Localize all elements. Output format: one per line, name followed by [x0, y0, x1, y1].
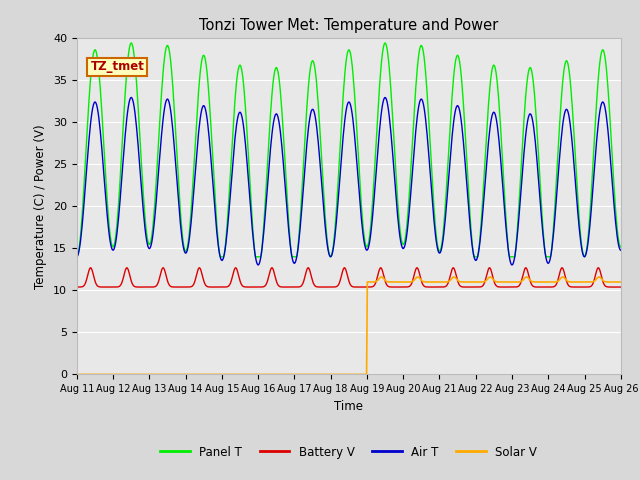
Solar V	[431, 279, 438, 285]
Battery V	[73, 284, 81, 290]
Panel T	[416, 47, 424, 53]
Solar V	[223, 372, 230, 377]
Solar V	[83, 372, 90, 377]
Solar V	[194, 372, 202, 377]
Solar V	[415, 275, 422, 280]
Battery V	[431, 284, 439, 290]
Panel T	[223, 218, 231, 224]
Solar V	[617, 279, 625, 285]
Panel T	[617, 244, 625, 250]
Panel T	[73, 254, 81, 260]
Panel T	[431, 224, 439, 229]
Panel T	[83, 137, 90, 143]
Panel T	[195, 88, 202, 94]
Line: Battery V: Battery V	[77, 268, 621, 287]
Battery V	[617, 284, 625, 290]
Line: Air T: Air T	[77, 97, 621, 265]
Battery V	[196, 265, 204, 271]
Battery V	[139, 284, 147, 290]
Battery V	[194, 267, 202, 273]
Legend: Panel T, Battery V, Air T, Solar V: Panel T, Battery V, Air T, Solar V	[156, 441, 542, 463]
Text: TZ_tmet: TZ_tmet	[90, 60, 144, 73]
Panel T	[127, 40, 135, 46]
Line: Solar V: Solar V	[77, 277, 621, 374]
Y-axis label: Temperature (C) / Power (V): Temperature (C) / Power (V)	[35, 124, 47, 288]
Battery V	[223, 284, 231, 289]
Battery V	[83, 276, 90, 282]
Air T	[140, 209, 147, 215]
Solar V	[595, 274, 603, 280]
Air T	[416, 99, 424, 105]
Panel T	[140, 192, 147, 198]
X-axis label: Time: Time	[334, 400, 364, 413]
Air T	[73, 254, 81, 260]
Battery V	[416, 271, 424, 277]
Air T	[195, 130, 202, 135]
Air T	[508, 262, 516, 268]
Air T	[431, 232, 439, 238]
Solar V	[139, 372, 147, 377]
Air T	[83, 166, 90, 172]
Air T	[223, 227, 231, 232]
Title: Tonzi Tower Met: Temperature and Power: Tonzi Tower Met: Temperature and Power	[199, 18, 499, 33]
Air T	[617, 247, 625, 253]
Air T	[127, 95, 135, 100]
Solar V	[73, 372, 81, 377]
Line: Panel T: Panel T	[77, 43, 621, 257]
